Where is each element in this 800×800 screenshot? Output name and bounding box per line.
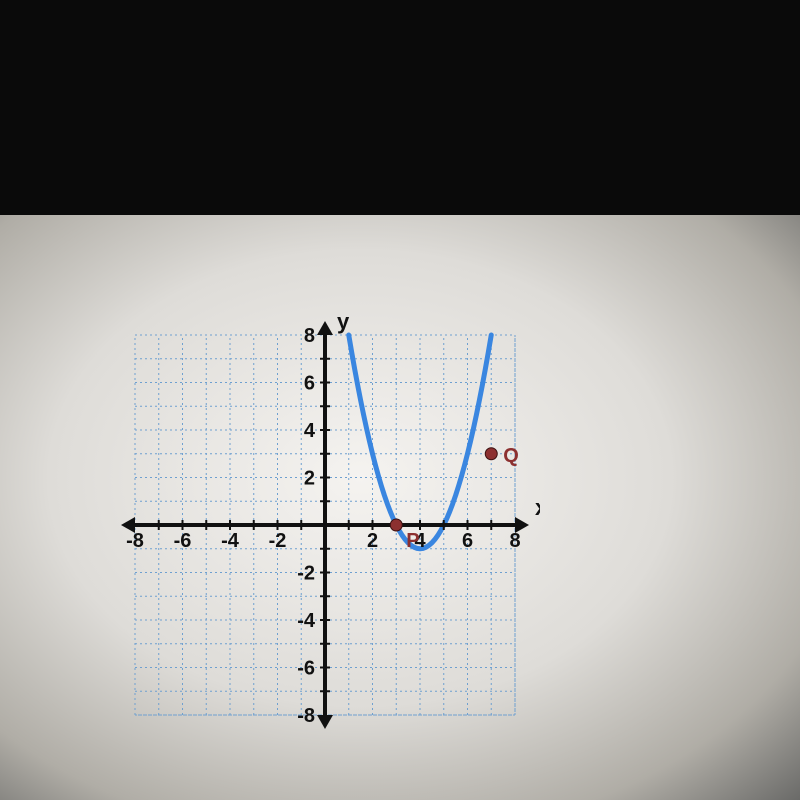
svg-text:6: 6 xyxy=(462,530,473,552)
point-label-p: P xyxy=(406,530,419,552)
svg-text:2: 2 xyxy=(367,530,378,552)
y-axis-label: y xyxy=(337,310,350,334)
screenshot-container: -8-6-4-224688642-2-4-6-8xyPQ xyxy=(0,0,800,800)
point-p xyxy=(390,519,402,531)
svg-text:-2: -2 xyxy=(297,563,315,585)
svg-text:-2: -2 xyxy=(269,530,287,552)
svg-text:-8: -8 xyxy=(126,530,144,552)
point-q xyxy=(485,448,497,460)
coordinate-chart: -8-6-4-224688642-2-4-6-8xyPQ xyxy=(110,310,540,740)
svg-text:4: 4 xyxy=(304,420,316,442)
svg-text:-4: -4 xyxy=(297,610,316,632)
top-dark-band xyxy=(0,0,800,215)
svg-text:-6: -6 xyxy=(174,530,192,552)
point-label-q: Q xyxy=(503,445,519,467)
svg-text:8: 8 xyxy=(509,530,520,552)
x-axis-label: x xyxy=(535,495,540,520)
svg-text:8: 8 xyxy=(304,325,315,347)
svg-text:-4: -4 xyxy=(221,530,240,552)
chart-area: -8-6-4-224688642-2-4-6-8xyPQ xyxy=(110,310,540,740)
svg-text:-8: -8 xyxy=(297,705,315,727)
svg-text:-6: -6 xyxy=(297,658,315,680)
svg-text:2: 2 xyxy=(304,468,315,490)
svg-text:6: 6 xyxy=(304,373,315,395)
